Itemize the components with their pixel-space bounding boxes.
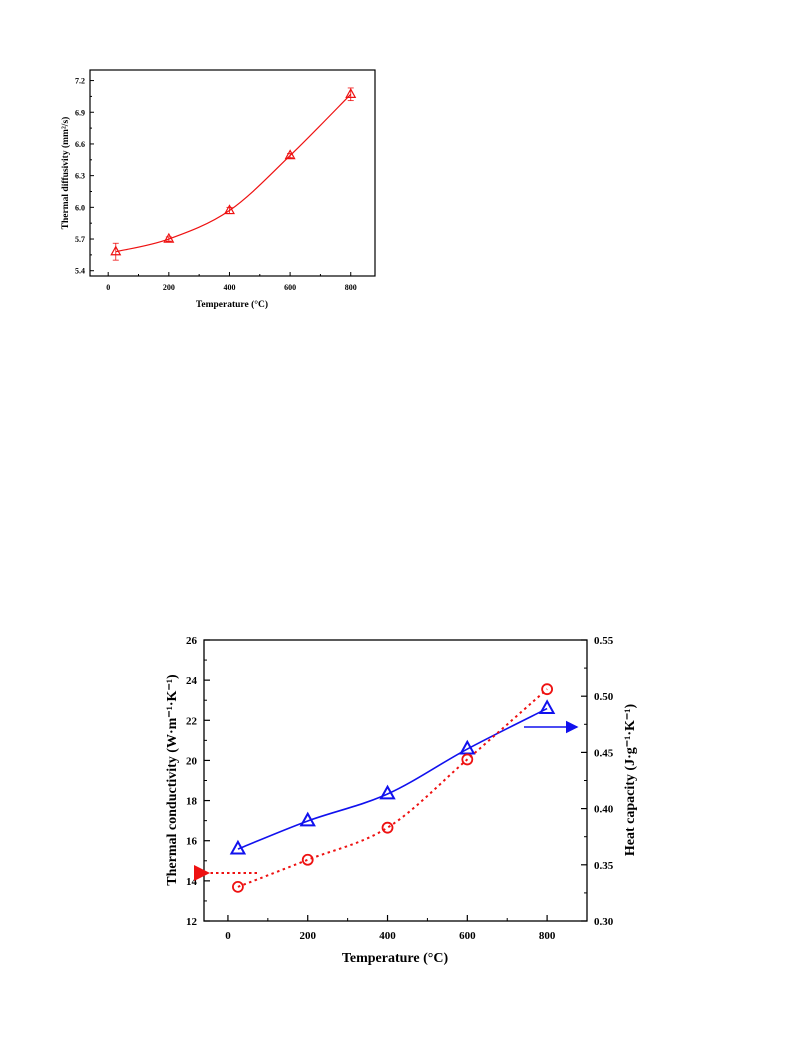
- chart2-triangle-point: [538, 699, 556, 715]
- chart1-x-axis-title: Temperature (°C): [196, 299, 268, 310]
- chart1-y-tick-label: 6.9: [75, 108, 85, 117]
- chart2-ticks: 0 200 400 600 800 12 14 16 18 20 22 24 26 0.30 0.35 0.4…: [186, 635, 614, 942]
- chart2-right-tick-label: 0.45: [594, 747, 614, 759]
- chart2-left-axis-title: Thermal conductivity (W·m⁻¹·K⁻¹): [165, 674, 180, 886]
- chart2-left-tick-label: 26: [186, 635, 198, 647]
- chart2-circle-point: [381, 821, 394, 834]
- chart2-x-tick-label: 600: [459, 930, 476, 942]
- chart2-left-tick-label: 12: [186, 916, 198, 928]
- chart2-left-tick-label: 20: [186, 755, 198, 767]
- chart2-triangle-point: [379, 784, 396, 800]
- chart2-right-tick-label: 0.35: [594, 860, 614, 872]
- chart1-plot-frame: [89, 69, 376, 277]
- chart2-fit-line-dotted: [237, 688, 548, 888]
- chart2-x-tick-label: 400: [379, 930, 396, 942]
- chart2-marks: [229, 683, 556, 893]
- chart2-circle-point: [541, 683, 554, 696]
- chart1-data-point: [345, 88, 357, 98]
- chart2-fit-line-solid: [237, 707, 548, 850]
- chart1-data-point: [110, 245, 122, 256]
- chart1-x-tick-label: 800: [345, 283, 357, 292]
- chart1-y-tick-label: 5.4: [75, 267, 85, 276]
- chart1-y-tick-label: 7.2: [75, 77, 85, 86]
- chart1-y-tick-label: 6.6: [75, 140, 85, 149]
- chart2-left-tick-label: 18: [186, 796, 198, 808]
- chart2-right-tick-label: 0.30: [594, 916, 614, 928]
- chart1-data-point: [284, 149, 296, 160]
- chart1-x-tick-label: 600: [284, 283, 296, 292]
- chart2-circle-point: [232, 880, 244, 893]
- chart2-x-tick-label: 0: [225, 930, 231, 942]
- chart2-triangle-point: [299, 811, 316, 827]
- chart2-left-tick-label: 22: [186, 715, 198, 727]
- chart1-y-tick-label: 6.0: [75, 203, 85, 212]
- chart1-y-axis-title: Thermal diffusivity (mm²/s): [60, 117, 71, 230]
- chart1-fit-line: [115, 93, 352, 253]
- conductivity-heat-capacity-chart: 0 200 400 600 800 12 14 16 18 20 22 24 26 0.30 0.35 0.4…: [165, 635, 638, 966]
- chart1-marks: [110, 87, 357, 261]
- chart2-left-tick-label: 14: [186, 876, 198, 888]
- chart1-ticks: 0 200 400 600 800 5.4 5.7 6.0 6.3 6.6 6.9 7.2: [75, 77, 357, 292]
- chart2-right-tick-label: 0.50: [594, 691, 614, 703]
- chart1-y-tick-label: 6.3: [75, 172, 85, 181]
- thermal-diffusivity-chart: 0 200 400 600 800 5.4 5.7 6.0 6.3 6.6 6.9 7.2 Tempe…: [60, 69, 376, 310]
- chart1-data-point: [163, 232, 175, 243]
- chart1-x-tick-label: 400: [223, 283, 235, 292]
- chart2-triangle-point: [459, 739, 476, 755]
- chart2-x-axis-title: Temperature (°C): [342, 951, 449, 966]
- chart2-triangle-point: [229, 839, 247, 855]
- chart2-left-tick-label: 16: [186, 836, 198, 848]
- chart2-circle-point: [301, 853, 314, 866]
- chart1-x-tick-label: 0: [106, 283, 110, 292]
- chart2-right-tick-label: 0.40: [594, 804, 614, 816]
- chart2-circle-point: [461, 753, 474, 766]
- chart2-right-axis-title: Heat capacity (J·g⁻¹·K⁻¹): [623, 704, 638, 857]
- chart1-data-point: [223, 204, 235, 215]
- chart2-x-tick-label: 800: [539, 930, 556, 942]
- chart1-x-tick-label: 200: [163, 283, 175, 292]
- chart2-x-tick-label: 200: [299, 930, 316, 942]
- chart2-left-tick-label: 24: [186, 675, 198, 687]
- chart1-y-tick-label: 5.7: [75, 235, 85, 244]
- chart2-right-tick-label: 0.55: [594, 635, 614, 647]
